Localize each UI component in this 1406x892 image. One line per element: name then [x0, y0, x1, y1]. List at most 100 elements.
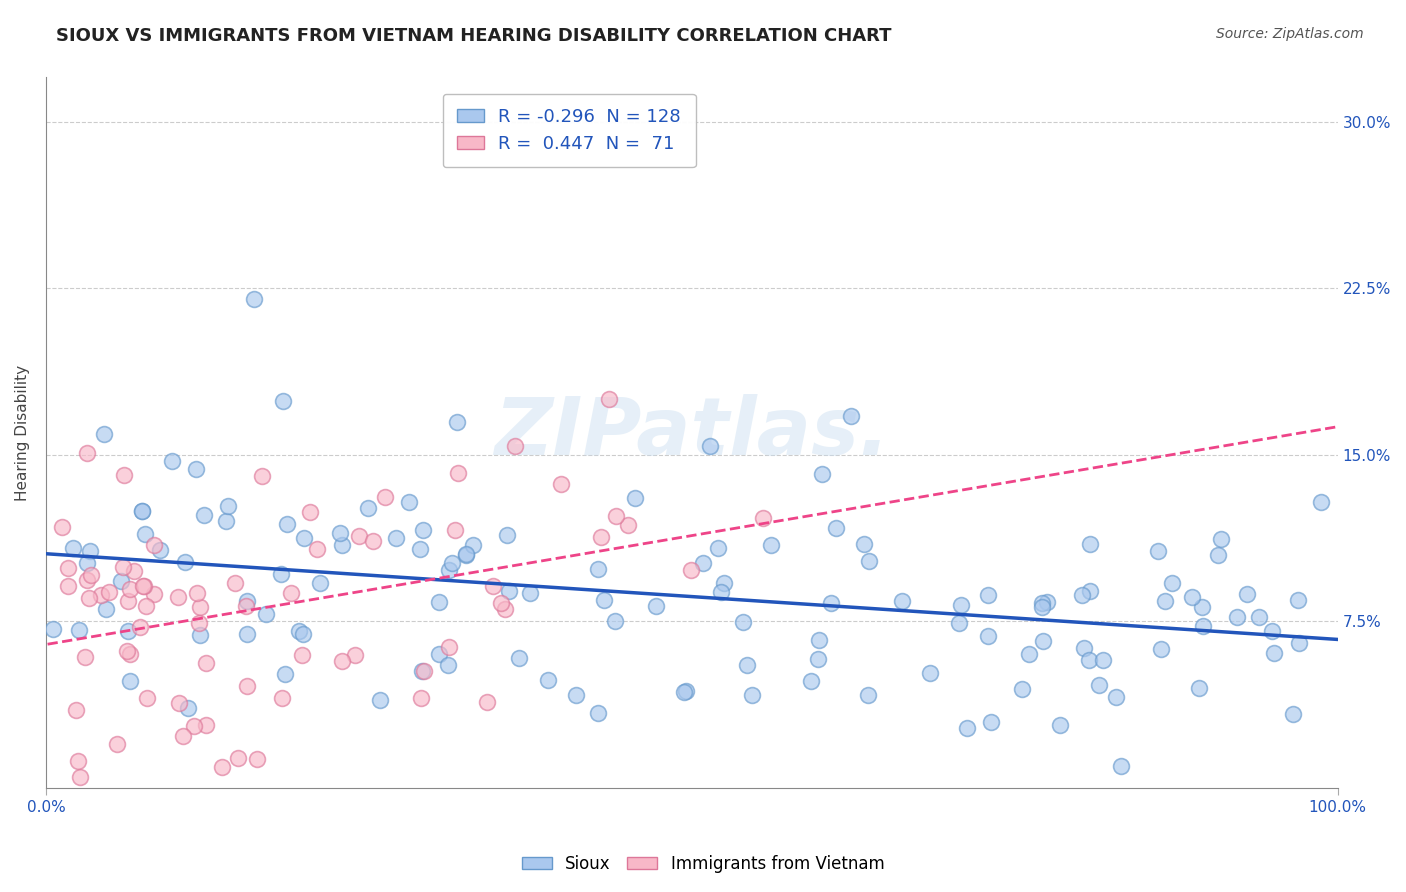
Point: [603, 614, 626, 628]
Point: [1031, 596, 1053, 610]
Point: [624, 491, 647, 505]
Point: [1105, 690, 1128, 705]
Point: [409, 542, 432, 557]
Point: [447, 466, 470, 480]
Point: [1049, 718, 1071, 732]
Point: [224, 576, 246, 591]
Point: [291, 648, 314, 662]
Point: [598, 392, 620, 407]
Point: [498, 583, 520, 598]
Point: [825, 521, 848, 535]
Point: [446, 415, 468, 429]
Point: [274, 666, 297, 681]
Point: [456, 548, 478, 562]
Point: [122, 564, 145, 578]
Point: [1073, 640, 1095, 655]
Point: [110, 574, 132, 588]
Point: [65, 703, 87, 717]
Point: [429, 647, 451, 661]
Point: [136, 691, 159, 706]
Point: [118, 582, 141, 596]
Point: [1036, 594, 1059, 608]
Point: [489, 596, 512, 610]
Point: [270, 691, 292, 706]
Point: [343, 648, 366, 662]
Point: [411, 691, 433, 706]
Point: [67, 754, 90, 768]
Point: [172, 730, 194, 744]
Point: [186, 586, 208, 600]
Point: [413, 664, 436, 678]
Point: [1226, 610, 1249, 624]
Point: [280, 586, 302, 600]
Point: [298, 505, 321, 519]
Point: [494, 602, 516, 616]
Point: [735, 657, 758, 672]
Point: [149, 543, 172, 558]
Point: [918, 665, 941, 680]
Point: [853, 537, 876, 551]
Point: [254, 607, 277, 621]
Point: [51, 519, 73, 533]
Point: [132, 579, 155, 593]
Point: [330, 654, 353, 668]
Point: [246, 752, 269, 766]
Point: [368, 693, 391, 707]
Point: [112, 468, 135, 483]
Point: [699, 439, 721, 453]
Point: [589, 530, 612, 544]
Point: [217, 499, 239, 513]
Point: [117, 644, 139, 658]
Point: [142, 538, 165, 552]
Point: [463, 538, 485, 552]
Point: [76, 446, 98, 460]
Point: [454, 548, 477, 562]
Point: [1263, 646, 1285, 660]
Point: [69, 770, 91, 784]
Point: [374, 490, 396, 504]
Point: [76, 573, 98, 587]
Legend: R = -0.296  N = 128, R =  0.447  N =  71: R = -0.296 N = 128, R = 0.447 N = 71: [443, 94, 696, 168]
Y-axis label: Hearing Disability: Hearing Disability: [15, 365, 30, 500]
Point: [117, 624, 139, 639]
Point: [550, 477, 572, 491]
Point: [135, 599, 157, 613]
Point: [309, 575, 332, 590]
Point: [1011, 682, 1033, 697]
Point: [1260, 624, 1282, 639]
Point: [132, 579, 155, 593]
Point: [616, 517, 638, 532]
Point: [980, 714, 1002, 729]
Point: [67, 624, 90, 638]
Point: [1288, 636, 1310, 650]
Point: [1146, 544, 1168, 558]
Point: [118, 674, 141, 689]
Point: [190, 600, 212, 615]
Point: [190, 628, 212, 642]
Point: [977, 629, 1000, 643]
Point: [143, 587, 166, 601]
Point: [1078, 537, 1101, 551]
Point: [1309, 495, 1331, 509]
Point: [412, 523, 434, 537]
Point: [330, 538, 353, 552]
Point: [188, 615, 211, 630]
Point: [477, 695, 499, 709]
Point: [586, 706, 609, 720]
Point: [250, 469, 273, 483]
Point: [586, 562, 609, 576]
Point: [856, 688, 879, 702]
Point: [1209, 532, 1232, 546]
Point: [1192, 619, 1215, 633]
Point: [437, 562, 460, 576]
Point: [226, 750, 249, 764]
Point: [167, 590, 190, 604]
Point: [398, 495, 420, 509]
Point: [291, 627, 314, 641]
Point: [675, 683, 697, 698]
Point: [807, 651, 830, 665]
Point: [1206, 548, 1229, 562]
Point: [160, 453, 183, 467]
Point: [537, 673, 560, 687]
Point: [79, 591, 101, 606]
